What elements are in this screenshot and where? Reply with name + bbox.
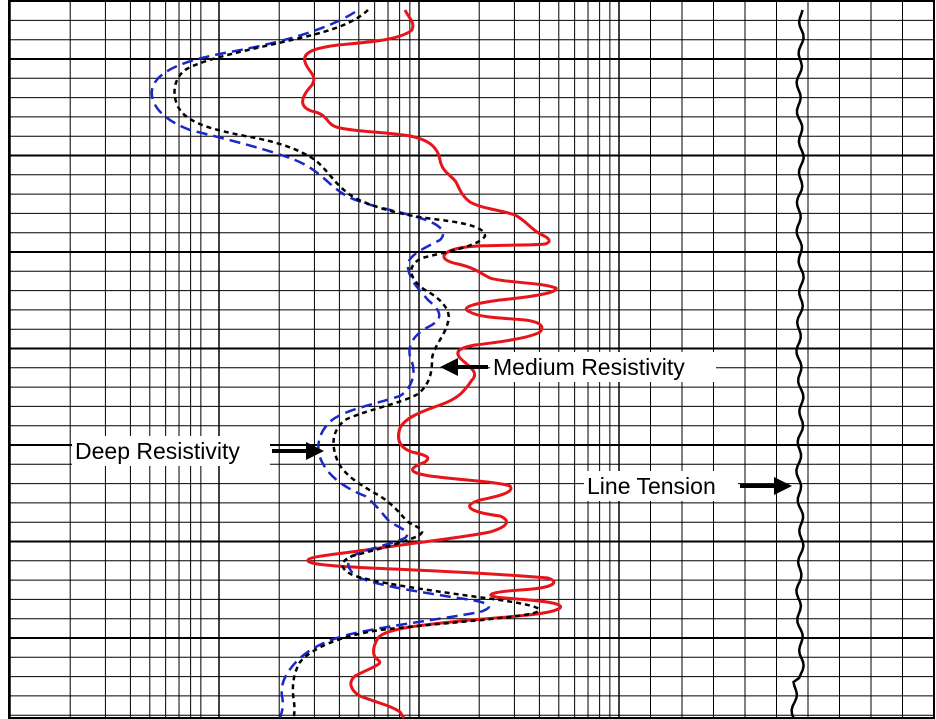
deep-resistivity-arrow bbox=[272, 442, 324, 460]
line-tension-curve bbox=[790, 9, 805, 719]
medium-resistivity-label: Medium Resistivity bbox=[493, 354, 685, 380]
medium-resistivity-arrow bbox=[440, 358, 488, 376]
medium-resistivity-curve bbox=[173, 9, 541, 719]
deep-resistivity-curve bbox=[150, 10, 491, 719]
red-log-curve bbox=[301, 9, 562, 719]
log-grid bbox=[9, 0, 935, 719]
deep-resistivity-label: Deep Resistivity bbox=[75, 438, 240, 464]
medium-resistivity-label-group: Medium Resistivity bbox=[490, 352, 716, 382]
line-tension-arrow bbox=[740, 477, 792, 495]
deep-resistivity-label-group: Deep Resistivity bbox=[72, 436, 270, 466]
line-tension-label: Line Tension bbox=[587, 473, 716, 499]
line-tension-label-group: Line Tension bbox=[584, 471, 738, 501]
track-border bbox=[8, 0, 935, 719]
